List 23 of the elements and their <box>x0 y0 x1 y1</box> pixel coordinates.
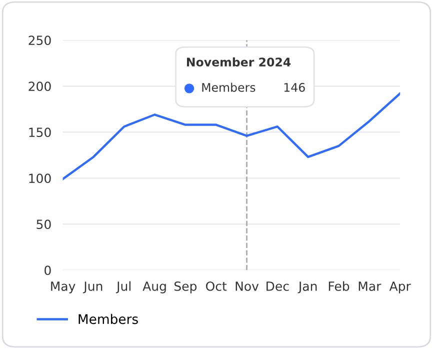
line-series <box>62 92 400 180</box>
y-tick-label: 100 <box>29 174 51 184</box>
x-tick-label: Jun <box>83 282 102 294</box>
y-tick-label: 0 <box>44 266 51 276</box>
x-tick-label: Dec <box>266 282 289 291</box>
y-tick-label: 250 <box>28 36 51 46</box>
y-tick-label: 200 <box>28 82 51 92</box>
x-tick-label: Jul <box>116 281 130 294</box>
x-tick-label: May <box>51 282 76 294</box>
legend-label: Members <box>78 314 138 324</box>
y-tick-label: 150 <box>29 128 51 138</box>
x-tick-label: Sep <box>174 281 197 294</box>
x-tick-label: Mar <box>358 282 382 291</box>
annotation: 146 <box>284 82 305 92</box>
x-tick-label: Jan <box>298 282 317 294</box>
x-tick-label: Nov <box>236 282 259 291</box>
x-tick-label: Oct <box>206 281 227 291</box>
x-tick-label: Aug <box>142 282 166 294</box>
y-tick-label: 50 <box>36 220 51 230</box>
annotation: Members <box>202 82 256 92</box>
annotation: November 2024 <box>186 57 291 67</box>
x-tick-label: Feb <box>328 281 350 291</box>
x-tick-label: Apr <box>389 282 411 294</box>
